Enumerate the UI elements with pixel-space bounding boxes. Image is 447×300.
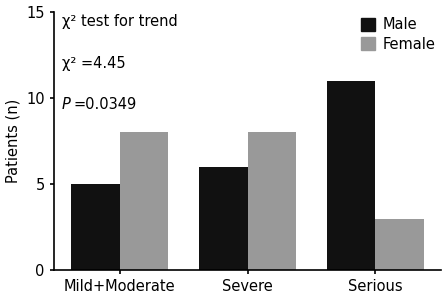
Bar: [120, 132, 169, 270]
Bar: [248, 132, 296, 270]
Bar: [375, 219, 424, 270]
Legend: Male, Female: Male, Female: [358, 14, 439, 55]
Y-axis label: Patients (n): Patients (n): [5, 99, 21, 183]
Text: χ² =4.45: χ² =4.45: [62, 56, 125, 70]
Text: P: P: [62, 97, 70, 112]
Bar: [199, 167, 248, 270]
Bar: [327, 81, 375, 270]
Text: χ² test for trend: χ² test for trend: [62, 14, 177, 29]
Bar: [72, 184, 120, 270]
Text: =0.0349: =0.0349: [74, 97, 137, 112]
